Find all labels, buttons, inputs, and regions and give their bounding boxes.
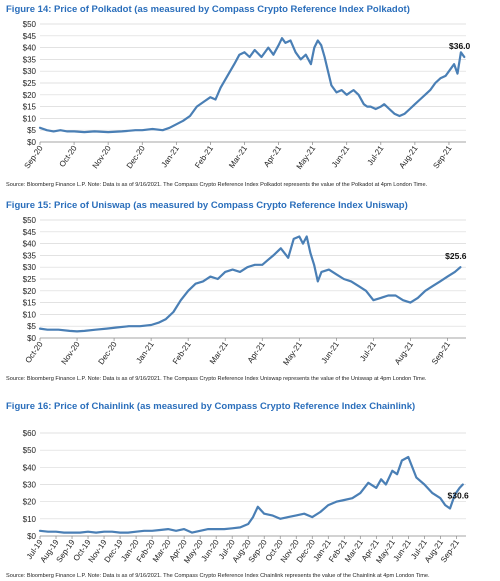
x-tick-label: Sep-20 — [22, 144, 44, 171]
y-tick-label: $20 — [23, 287, 37, 296]
y-tick-label: $50 — [23, 216, 37, 225]
x-tick-label: May-21 — [281, 340, 304, 367]
y-tick-label: $10 — [23, 515, 37, 524]
y-tick-label: $35 — [23, 55, 37, 64]
y-tick-label: $10 — [23, 114, 37, 123]
x-tick-label: Jun-21 — [392, 538, 414, 564]
y-tick-label: $0 — [27, 138, 36, 147]
x-tick-label: Jul-21 — [366, 144, 386, 167]
figure-14-source: Source: Bloomberg Finance L.P. Note: Dat… — [6, 182, 428, 188]
figure-16: Figure 16: Price of Chainlink (as measur… — [0, 395, 500, 581]
y-tick-label: $45 — [23, 32, 37, 41]
y-tick-label: $40 — [23, 240, 37, 249]
y-tick-label: $30 — [23, 481, 37, 490]
x-tick-label: Oct-20 — [58, 144, 79, 169]
y-tick-label: $0 — [27, 334, 36, 343]
y-tick-label: $50 — [23, 446, 37, 455]
x-tick-label: Aug-21 — [393, 340, 415, 367]
figure-15-title: Figure 15: Price of Uniswap (as measured… — [6, 200, 408, 211]
x-tick-label: Nov-20 — [60, 340, 82, 367]
y-tick-label: $5 — [27, 126, 36, 135]
x-tick-label: Nov-20 — [91, 144, 113, 171]
y-tick-label: $0 — [27, 532, 36, 541]
end-value-label: $36.0 — [449, 41, 471, 51]
x-tick-label: Jun-20 — [199, 538, 221, 564]
figure-15-chart: $0 $5 $10 $15 $20 $25 $30 $35 $40 $45 $50 Oct-20 Nov… — [23, 216, 467, 367]
x-tick-label: Sep-21 — [431, 144, 453, 171]
end-value-label: $30.6 — [448, 491, 470, 501]
y-tick-label: $25 — [23, 79, 37, 88]
figure-16-source: Source: Bloomberg Finance L.P. Note: Dat… — [6, 573, 430, 579]
x-tick-label: Aug-21 — [397, 144, 419, 171]
end-value-label: $25.6 — [445, 251, 467, 261]
y-tick-label: $25 — [23, 275, 37, 284]
y-tick-label: $15 — [23, 103, 37, 112]
x-tick-label: Apr-21 — [262, 144, 283, 169]
y-tick-label: $45 — [23, 228, 37, 237]
x-tick-label: Dec-20 — [97, 340, 119, 367]
x-tick-label: Feb-21 — [171, 340, 193, 366]
figure-15: Figure 15: Price of Uniswap (as measured… — [0, 195, 500, 395]
figure-14: Figure 14: Price of Polkadot (as measure… — [0, 0, 500, 195]
series-line — [38, 235, 462, 333]
x-tick-label: Dec-20 — [125, 144, 147, 171]
y-tick-label: $40 — [23, 463, 37, 472]
y-tick-label: $35 — [23, 251, 37, 260]
figure-14-chart: $0 $5 $10 $15 $20 $25 $30 $35 $40 $45 $50 Sep-20 Oct… — [22, 20, 471, 171]
x-tick-label: Jan-21 — [134, 340, 156, 366]
x-tick-label: Mar-21 — [227, 144, 249, 170]
figure-16-chart: $0$10$20$30$40$50$60Jul-19Aug-19Sep-19Oc… — [23, 429, 470, 565]
y-tick-label: $60 — [23, 429, 37, 438]
x-tick-label: Sep-21 — [430, 340, 452, 367]
y-tick-label: $10 — [23, 310, 37, 319]
figure-14-title: Figure 14: Price of Polkadot (as measure… — [6, 4, 410, 15]
x-tick-label: Feb-21 — [193, 144, 215, 170]
x-tick-label: Oct-20 — [23, 340, 44, 365]
x-tick-label: Apr-21 — [246, 340, 267, 365]
y-tick-label: $5 — [27, 322, 36, 331]
y-tick-label: $15 — [23, 299, 37, 308]
figure-15-source: Source: Bloomberg Finance L.P. Note: Dat… — [6, 376, 427, 382]
y-tick-label: $50 — [23, 20, 37, 29]
x-tick-label: Jan-21 — [160, 144, 182, 170]
series-line — [38, 37, 466, 134]
y-tick-label: $20 — [23, 91, 37, 100]
x-tick-label: Jun-21 — [330, 144, 352, 170]
y-tick-label: $30 — [23, 263, 37, 272]
x-tick-label: May-21 — [295, 144, 318, 171]
series-line — [38, 455, 464, 534]
x-tick-label: Jul-21 — [358, 340, 378, 363]
y-tick-label: $40 — [23, 44, 37, 53]
y-tick-label: $30 — [23, 67, 37, 76]
figure-16-title: Figure 16: Price of Chainlink (as measur… — [6, 401, 416, 412]
x-tick-label: Jun-21 — [320, 340, 342, 366]
x-tick-label: Mar-21 — [208, 340, 230, 366]
y-tick-label: $20 — [23, 498, 37, 507]
